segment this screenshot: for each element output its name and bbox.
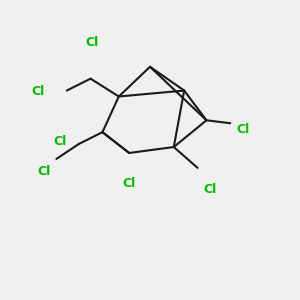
Text: Cl: Cl — [38, 166, 51, 178]
Text: Cl: Cl — [203, 183, 217, 196]
Text: Cl: Cl — [123, 177, 136, 190]
Text: Cl: Cl — [85, 36, 99, 49]
Text: Cl: Cl — [31, 85, 44, 98]
Text: Cl: Cl — [236, 123, 249, 136]
Text: Cl: Cl — [53, 135, 67, 148]
